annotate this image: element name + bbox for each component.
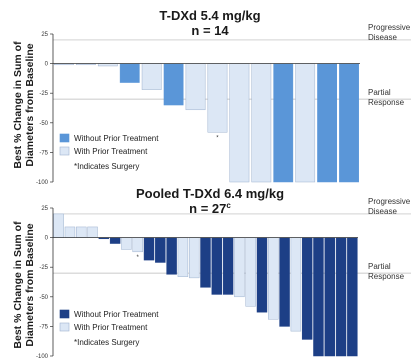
y-axis-label-line2: Diameters from Baseline (24, 43, 36, 166)
bottom-bar-26 (347, 237, 358, 357)
bottom-y-tick-label-1: 0 (45, 236, 49, 242)
bottom-surgery-note: *Indicates Surgery (74, 338, 139, 347)
bottom-chart-title-superscript: c (226, 201, 231, 210)
bottom-bar-5 (109, 237, 121, 244)
bottom-bar-7 (132, 237, 143, 253)
bottom-bar-24 (324, 237, 335, 357)
top-surgery-note: *Indicates Surgery (74, 162, 139, 171)
bottom-chart-title-line1: Pooled T-DXd 6.4 mg/kg (136, 186, 284, 201)
top-bar-10 (273, 63, 294, 183)
bottom-bar-12 (188, 237, 200, 279)
top-bar-6 (185, 63, 206, 111)
bottom-y-tick-label-3: -50 (39, 295, 48, 301)
bottom-bar-1 (64, 226, 76, 238)
top-bar-5 (163, 63, 184, 106)
top-bar-13 (339, 63, 359, 183)
bottom-y-tick-label-5: -100 (36, 354, 49, 360)
bottom-y-tick-label-4: -75 (39, 324, 48, 330)
top-bar-4 (141, 63, 162, 90)
bottom-bar-10 (166, 237, 177, 275)
bottom-bar-11 (177, 237, 189, 277)
bottom-reference-label-0-1: Disease (368, 207, 397, 216)
y-axis-label-line1: Best % Change in Sum of (12, 41, 24, 169)
top-bar-8 (229, 63, 250, 183)
top-bar-7 (207, 63, 228, 133)
bottom-bar-17 (245, 237, 256, 307)
top-y-tick-label-3: -50 (39, 121, 48, 127)
top-legend-label-0: Without Prior Treatment (74, 134, 159, 143)
top-legend-swatch-0 (59, 133, 70, 143)
top-chart-title-line2: n = 14 (191, 23, 229, 38)
top-y-tick-label-1: 0 (45, 62, 49, 68)
bottom-bar-14 (211, 237, 223, 295)
bottom-bar-21 (290, 237, 302, 332)
top-reference-label-0-0: Progressive (368, 23, 411, 32)
bottom-bar-25 (335, 237, 347, 357)
y-axis-label-line2-bottom: Diameters from Baseline (24, 223, 36, 346)
top-reference-label-1-1: Response (368, 98, 405, 107)
bottom-bar-8 (143, 237, 155, 261)
bottom-bar-0 (53, 213, 64, 238)
bottom-reference-label-0-0: Progressive (368, 197, 411, 206)
top-legend-label-1: With Prior Treatment (74, 147, 148, 156)
bottom-bar-19 (268, 237, 279, 320)
bottom-bar-22 (301, 237, 313, 340)
bottom-bar-9 (155, 237, 166, 263)
bottom-bar-23 (313, 237, 324, 357)
bottom-bar-20 (279, 237, 290, 327)
bottom-bar-16 (234, 237, 245, 298)
y-axis-label-line1-bottom: Best % Change in Sum of (12, 221, 24, 349)
bottom-bar-6 (121, 237, 132, 250)
bottom-y-tick-label-2: -25 (39, 265, 48, 271)
bottom-bar-3 (87, 226, 98, 238)
bottom-bar-18 (256, 237, 268, 313)
top-y-tick-label-5: -100 (36, 180, 49, 186)
top-y-tick-label-4: -75 (39, 150, 48, 156)
bottom-surgery-marker-7: * (137, 255, 140, 261)
top-y-tick-label-2: -25 (39, 91, 48, 97)
bottom-chart-title-main: n = 27 (189, 201, 226, 216)
top-bar-12 (317, 63, 338, 183)
bottom-bar-15 (222, 237, 234, 295)
top-chart-title-line1: T-DXd 5.4 mg/kg (159, 8, 260, 23)
bottom-legend-label-0: Without Prior Treatment (74, 310, 159, 319)
top-legend-swatch-1 (59, 146, 70, 156)
bottom-legend-swatch-1 (59, 322, 70, 332)
bottom-chart-title-line2: n = 27c (189, 201, 231, 216)
bottom-y-tick-label-0: 25 (41, 206, 48, 212)
bottom-reference-label-1-0: Partial (368, 262, 391, 271)
bottom-legend-label-1: With Prior Treatment (74, 323, 148, 332)
top-reference-label-1-0: Partial (368, 88, 391, 97)
top-bar-11 (295, 63, 316, 183)
bottom-legend-swatch-0 (59, 309, 70, 319)
bottom-reference-label-1-1: Response (368, 272, 405, 281)
top-bar-3 (119, 63, 140, 83)
top-bar-9 (251, 63, 272, 183)
top-y-tick-label-0: 25 (41, 32, 48, 38)
bottom-bar-13 (200, 237, 211, 288)
top-surgery-marker-7: * (216, 135, 219, 141)
top-reference-label-0-1: Disease (368, 33, 397, 42)
bottom-bar-2 (76, 226, 87, 238)
